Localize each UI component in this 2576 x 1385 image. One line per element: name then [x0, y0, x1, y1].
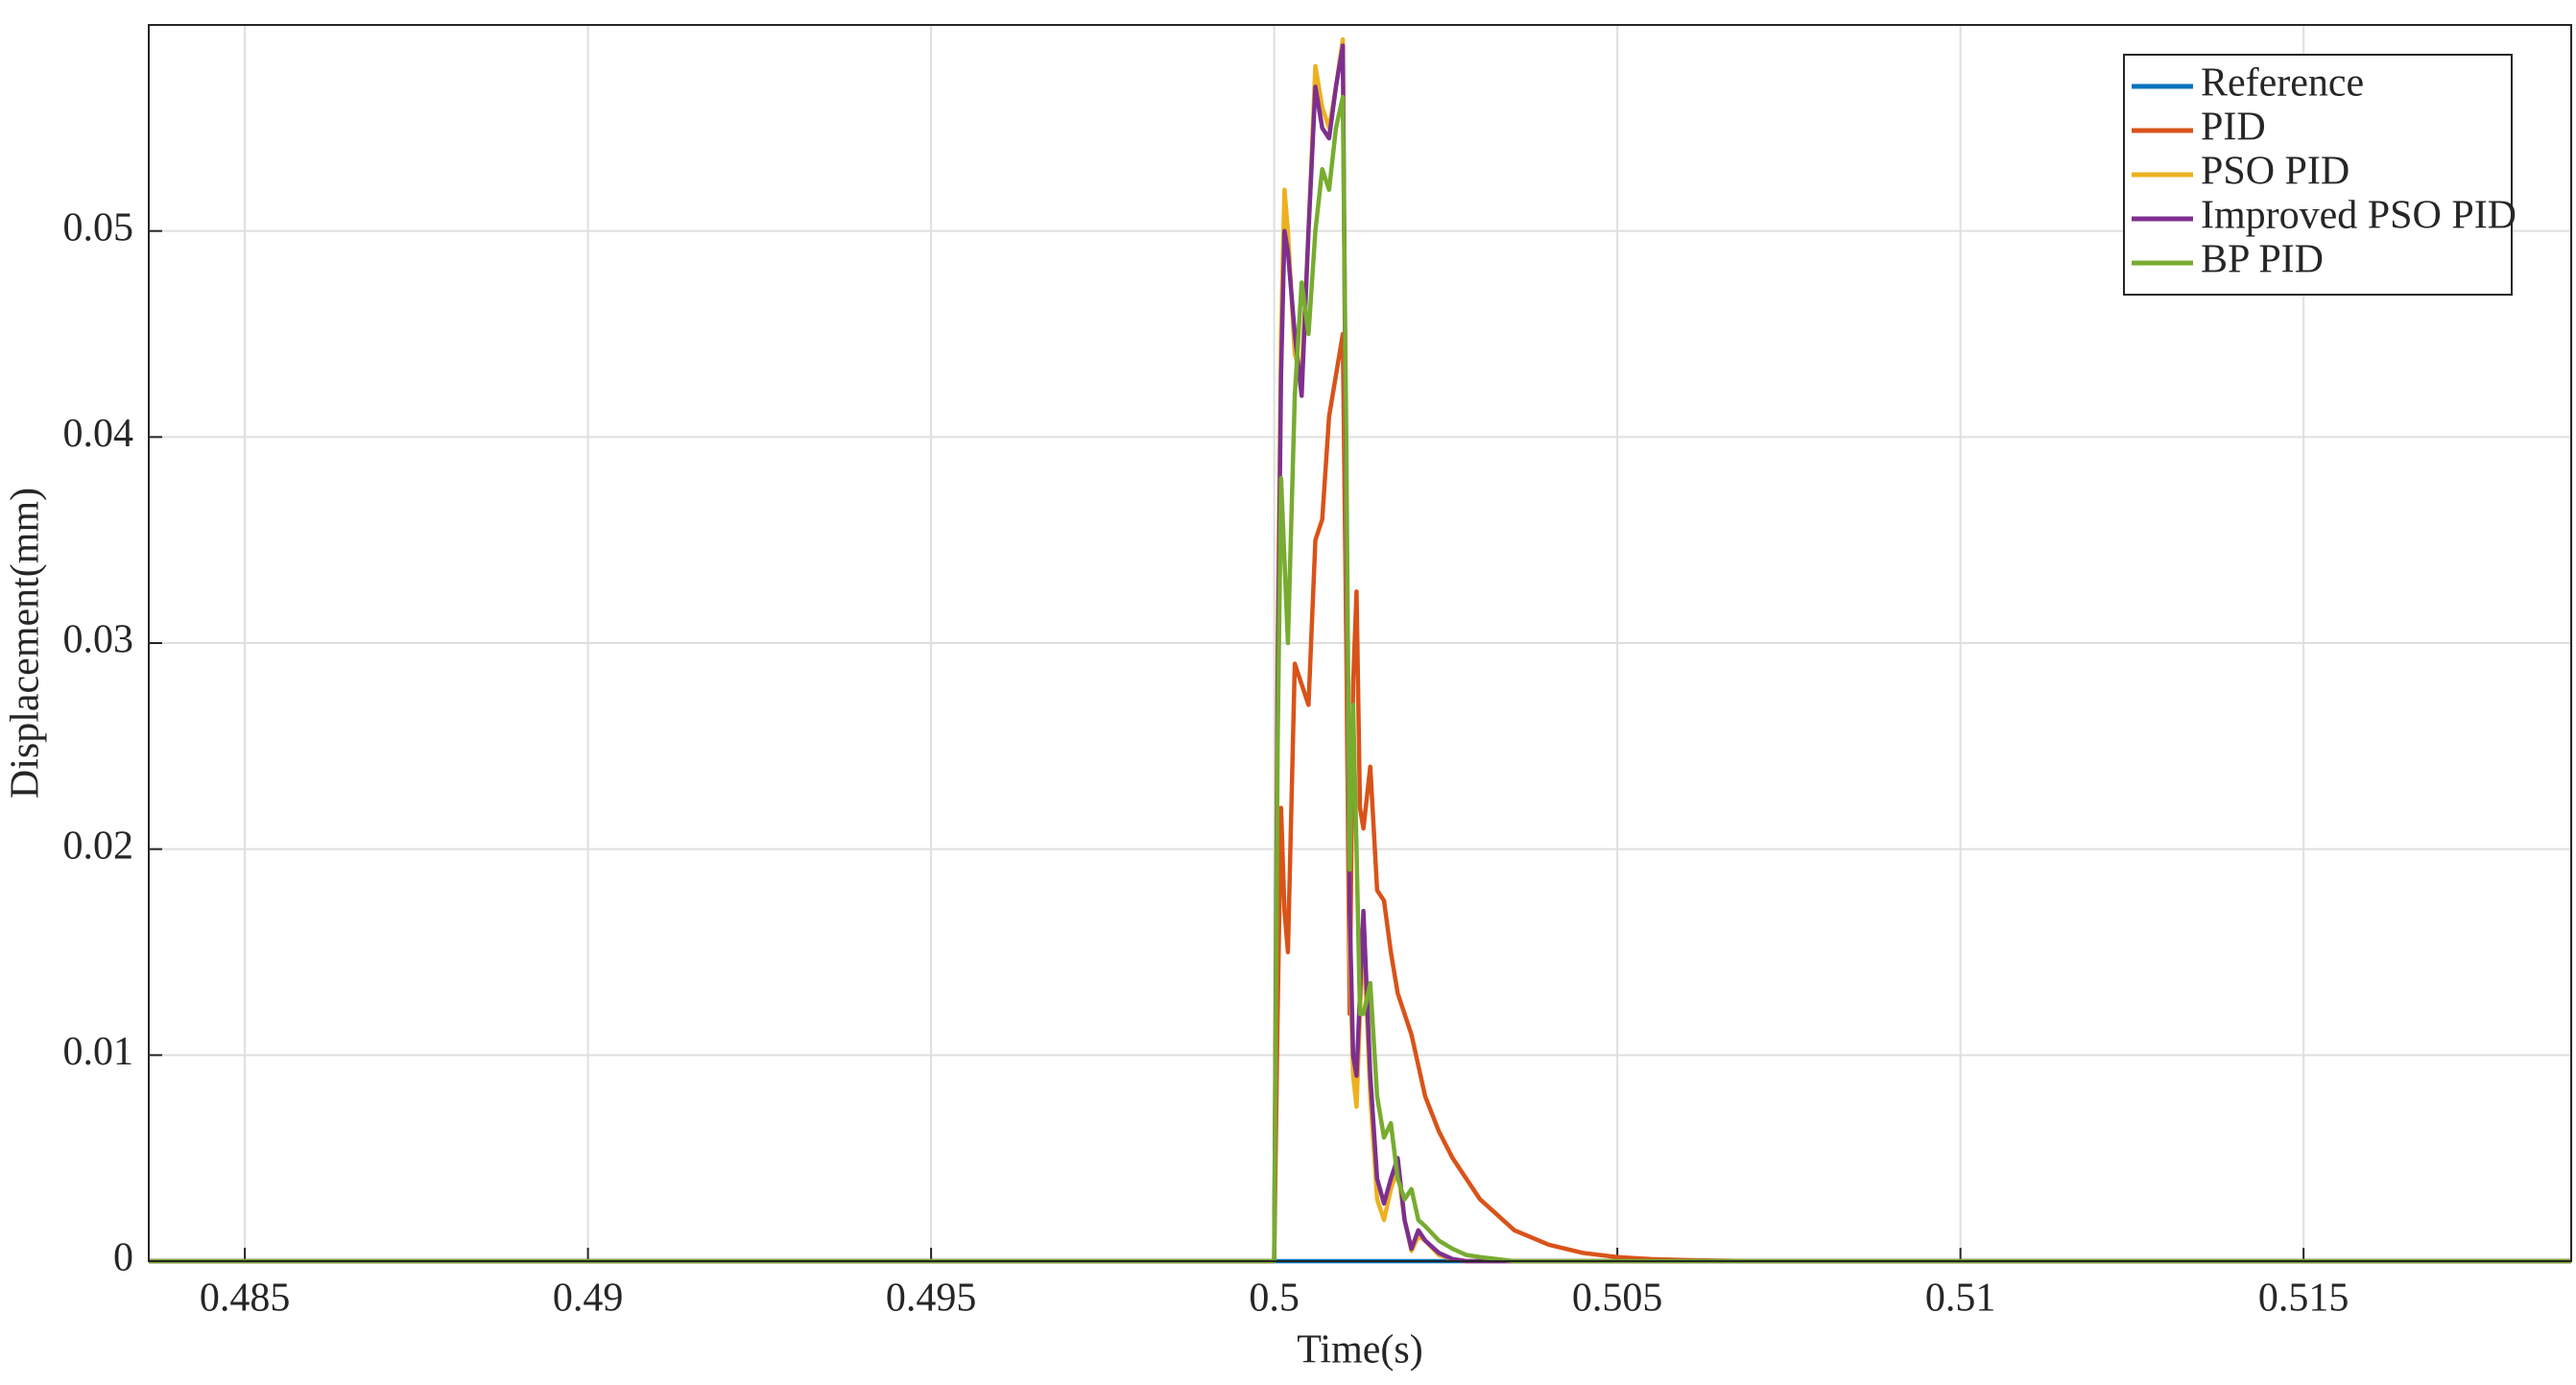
x-tick-label: 0.51 [1925, 1277, 1996, 1321]
x-tick-label: 0.495 [886, 1277, 977, 1321]
x-tick-label: 0.485 [200, 1277, 291, 1321]
x-tick-label: 0.515 [2258, 1277, 2349, 1321]
y-tick-label: 0 [113, 1236, 133, 1280]
y-tick-label: 0.02 [63, 824, 134, 868]
y-tick-label: 0.04 [63, 412, 134, 456]
x-axis-label: Time(s) [1297, 1328, 1422, 1373]
legend-label: PSO PID [2201, 150, 2349, 194]
legend-label: Improved PSO PID [2201, 194, 2516, 238]
legend-box [2123, 54, 2513, 296]
y-tick-label: 0.01 [63, 1030, 134, 1074]
x-tick-label: 0.5 [1249, 1277, 1300, 1321]
legend-label: PID [2201, 106, 2266, 150]
plot-frame [148, 24, 2572, 1262]
y-tick-label: 0.05 [63, 205, 134, 250]
y-tick-label: 0.03 [63, 618, 134, 662]
x-tick-label: 0.505 [1572, 1277, 1663, 1321]
x-tick-label: 0.49 [553, 1277, 624, 1321]
legend-label: BP PID [2201, 238, 2324, 282]
y-axis-label: Displacement(mm) [4, 488, 48, 799]
line-series [149, 331, 2571, 1264]
legend-label: Reference [2201, 61, 2364, 106]
